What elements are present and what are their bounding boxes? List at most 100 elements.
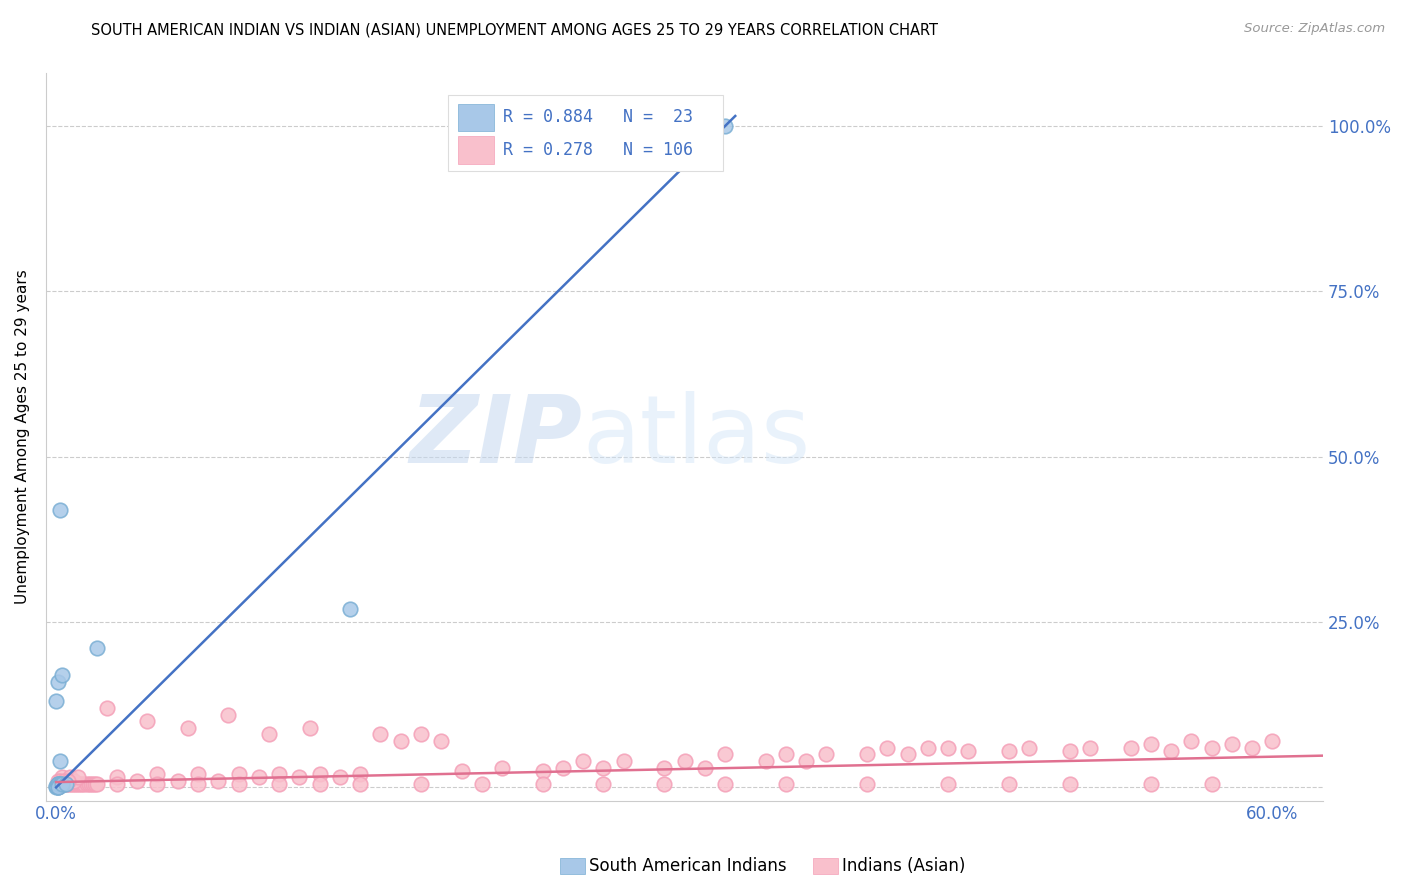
Point bbox=[339, 601, 361, 615]
Point bbox=[49, 777, 72, 791]
Point bbox=[876, 740, 898, 755]
Point bbox=[269, 767, 291, 781]
Point bbox=[60, 777, 83, 791]
Point bbox=[714, 747, 737, 762]
Point bbox=[46, 779, 69, 793]
Text: South American Indians: South American Indians bbox=[589, 857, 787, 875]
Point bbox=[1241, 740, 1264, 755]
Point bbox=[177, 721, 200, 735]
Point bbox=[409, 727, 432, 741]
Point bbox=[349, 767, 371, 781]
Point bbox=[46, 777, 69, 791]
Point bbox=[714, 777, 737, 791]
Point bbox=[856, 747, 879, 762]
Point bbox=[51, 771, 73, 785]
Point bbox=[45, 694, 67, 708]
Point bbox=[815, 747, 838, 762]
Point bbox=[693, 760, 716, 774]
Point bbox=[389, 734, 412, 748]
Point bbox=[67, 771, 90, 785]
Text: R = 0.884   N =  23: R = 0.884 N = 23 bbox=[503, 108, 693, 127]
Text: SOUTH AMERICAN INDIAN VS INDIAN (ASIAN) UNEMPLOYMENT AMONG AGES 25 TO 29 YEARS C: SOUTH AMERICAN INDIAN VS INDIAN (ASIAN) … bbox=[91, 22, 938, 37]
Point bbox=[298, 721, 321, 735]
Point bbox=[59, 777, 82, 791]
Point bbox=[79, 777, 101, 791]
Point bbox=[105, 771, 128, 785]
Point bbox=[228, 777, 250, 791]
Point bbox=[49, 502, 72, 516]
Point bbox=[430, 734, 453, 748]
Point bbox=[1180, 734, 1202, 748]
Text: Indians (Asian): Indians (Asian) bbox=[842, 857, 966, 875]
Point bbox=[714, 119, 737, 133]
Point bbox=[46, 674, 69, 689]
Point bbox=[652, 760, 675, 774]
Point bbox=[51, 777, 73, 791]
Point bbox=[592, 760, 614, 774]
Point bbox=[775, 777, 797, 791]
Point bbox=[409, 777, 432, 791]
Point bbox=[49, 777, 72, 791]
Point bbox=[349, 777, 371, 791]
Point bbox=[308, 777, 330, 791]
Point bbox=[856, 777, 879, 791]
Point bbox=[775, 747, 797, 762]
Point bbox=[51, 778, 73, 792]
Point bbox=[49, 773, 72, 788]
Point bbox=[917, 740, 939, 755]
Text: ZIP: ZIP bbox=[409, 391, 582, 483]
Point bbox=[49, 754, 72, 768]
Point bbox=[450, 764, 472, 778]
Point bbox=[83, 777, 105, 791]
Point bbox=[1160, 744, 1182, 758]
Point bbox=[146, 777, 169, 791]
Point bbox=[105, 777, 128, 791]
Point bbox=[46, 780, 69, 795]
Point bbox=[55, 777, 77, 791]
Point bbox=[1140, 738, 1163, 752]
Point bbox=[127, 773, 149, 788]
Point bbox=[1201, 740, 1223, 755]
Point bbox=[1059, 777, 1081, 791]
Point bbox=[49, 777, 72, 791]
Point bbox=[55, 773, 77, 788]
Point bbox=[592, 777, 614, 791]
Point bbox=[69, 777, 91, 791]
Point bbox=[55, 777, 77, 791]
Point bbox=[269, 777, 291, 791]
Y-axis label: Unemployment Among Ages 25 to 29 years: Unemployment Among Ages 25 to 29 years bbox=[15, 269, 30, 604]
Point bbox=[329, 771, 352, 785]
Point bbox=[72, 777, 94, 791]
Point bbox=[166, 773, 188, 788]
Point bbox=[45, 780, 67, 795]
Point bbox=[471, 777, 494, 791]
Point bbox=[73, 777, 96, 791]
Point bbox=[77, 777, 100, 791]
Point bbox=[228, 767, 250, 781]
Point bbox=[46, 777, 69, 791]
Point bbox=[1201, 777, 1223, 791]
Point bbox=[247, 771, 270, 785]
Point bbox=[217, 707, 239, 722]
Point bbox=[755, 754, 778, 768]
Point bbox=[45, 779, 67, 793]
Point bbox=[794, 754, 817, 768]
Point bbox=[1018, 740, 1040, 755]
FancyBboxPatch shape bbox=[449, 95, 723, 171]
Point bbox=[551, 760, 574, 774]
Point bbox=[491, 760, 513, 774]
Point bbox=[63, 773, 86, 788]
Point bbox=[58, 773, 80, 788]
Point bbox=[49, 777, 72, 791]
Point bbox=[53, 777, 76, 791]
Point bbox=[531, 764, 554, 778]
Point bbox=[936, 777, 959, 791]
Point bbox=[1261, 734, 1284, 748]
Point bbox=[957, 744, 980, 758]
Point bbox=[136, 714, 159, 729]
Point bbox=[257, 727, 280, 741]
Bar bbox=[458, 136, 495, 164]
Text: R = 0.278   N = 106: R = 0.278 N = 106 bbox=[503, 141, 693, 159]
Point bbox=[59, 771, 82, 785]
Point bbox=[998, 744, 1021, 758]
